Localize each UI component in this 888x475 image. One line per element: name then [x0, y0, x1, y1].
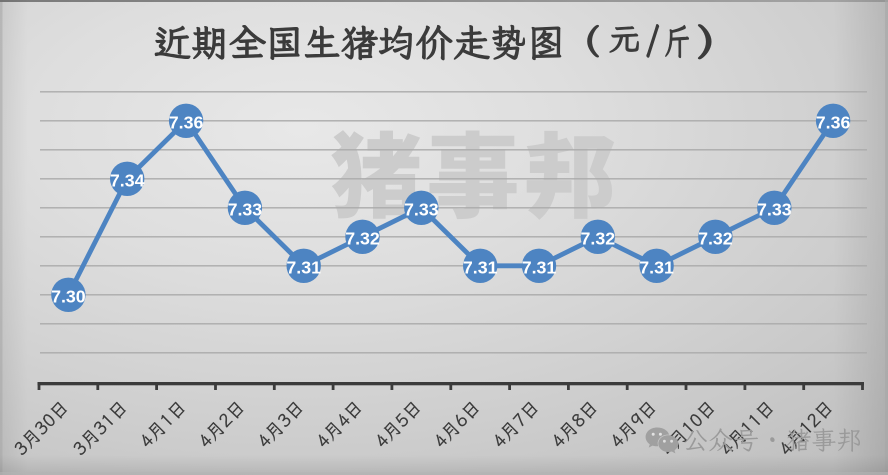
svg-text:7.33: 7.33: [228, 199, 263, 219]
svg-text:7.32: 7.32: [580, 228, 615, 248]
svg-text:7.32: 7.32: [698, 228, 733, 248]
svg-text:7.31: 7.31: [522, 257, 557, 277]
svg-text:7.33: 7.33: [757, 199, 792, 219]
svg-text:7.34: 7.34: [110, 170, 145, 190]
svg-text:7.31: 7.31: [639, 257, 674, 277]
svg-text:7.30: 7.30: [51, 286, 86, 306]
svg-text:7.36: 7.36: [816, 112, 851, 132]
svg-text:7.31: 7.31: [463, 257, 498, 277]
svg-text:7.36: 7.36: [169, 112, 204, 132]
svg-text:7.33: 7.33: [404, 199, 439, 219]
svg-text:7.31: 7.31: [286, 257, 321, 277]
svg-text:7.32: 7.32: [345, 228, 380, 248]
